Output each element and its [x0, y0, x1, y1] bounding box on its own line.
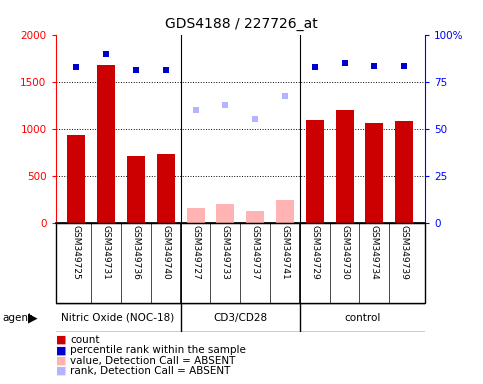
Bar [127, 156, 145, 223]
Text: GSM349729: GSM349729 [310, 225, 319, 280]
Text: value, Detection Call = ABSENT: value, Detection Call = ABSENT [70, 356, 235, 366]
Text: ▶: ▶ [28, 311, 38, 324]
Text: GSM349741: GSM349741 [281, 225, 289, 280]
Bar [366, 122, 384, 223]
Text: GSM349734: GSM349734 [370, 225, 379, 280]
Bar [68, 135, 85, 223]
Text: ■: ■ [56, 356, 66, 366]
Text: Nitric Oxide (NOC-18): Nitric Oxide (NOC-18) [61, 313, 175, 323]
Bar [336, 110, 354, 223]
Text: GSM349740: GSM349740 [161, 225, 170, 280]
Bar [97, 65, 115, 223]
Text: GSM349731: GSM349731 [102, 225, 111, 280]
Text: percentile rank within the sample: percentile rank within the sample [70, 345, 246, 355]
Text: GSM349727: GSM349727 [191, 225, 200, 280]
Text: count: count [70, 335, 99, 345]
Text: ■: ■ [56, 345, 66, 355]
Text: GSM349739: GSM349739 [399, 225, 409, 280]
Bar [246, 211, 264, 223]
Bar [216, 204, 234, 223]
Bar [186, 208, 204, 223]
Text: control: control [344, 313, 381, 323]
Bar [395, 121, 413, 223]
Text: GDS4188 / 227726_at: GDS4188 / 227726_at [165, 17, 318, 31]
Bar [157, 154, 175, 223]
Text: ■: ■ [56, 335, 66, 345]
Text: GSM349736: GSM349736 [131, 225, 141, 280]
Text: agent: agent [2, 313, 32, 323]
Bar [276, 200, 294, 223]
Text: GSM349725: GSM349725 [72, 225, 81, 280]
Text: CD3/CD28: CD3/CD28 [213, 313, 268, 323]
Text: GSM349733: GSM349733 [221, 225, 230, 280]
Text: GSM349737: GSM349737 [251, 225, 260, 280]
Bar [306, 120, 324, 223]
Text: rank, Detection Call = ABSENT: rank, Detection Call = ABSENT [70, 366, 230, 376]
Text: ■: ■ [56, 366, 66, 376]
Text: GSM349730: GSM349730 [340, 225, 349, 280]
